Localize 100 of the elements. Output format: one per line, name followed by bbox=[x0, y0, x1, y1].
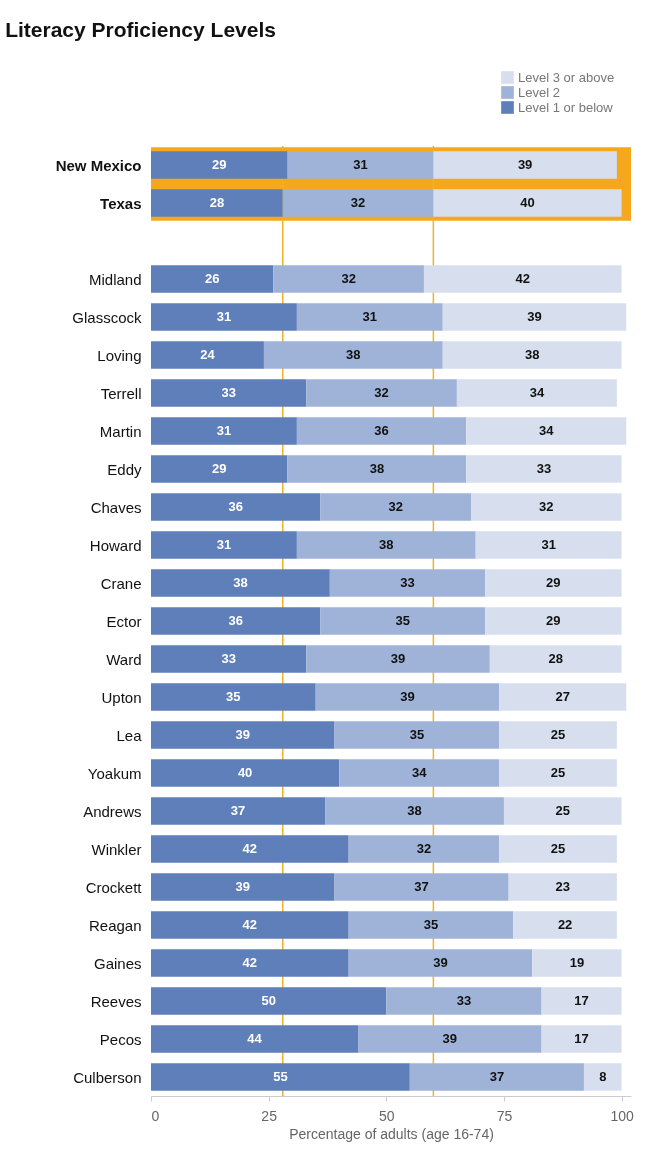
y-tick-label: Pecos bbox=[99, 1030, 142, 1048]
bar bbox=[151, 189, 283, 217]
data-label: 40 bbox=[237, 765, 253, 780]
y-tick-label: Chaves bbox=[90, 498, 142, 516]
legend-label: Level 2 bbox=[518, 84, 560, 100]
bar bbox=[499, 683, 627, 711]
bar bbox=[433, 189, 622, 217]
bar bbox=[456, 379, 617, 407]
bar bbox=[583, 1063, 622, 1091]
bar bbox=[475, 531, 622, 559]
bar bbox=[287, 455, 467, 483]
data-label: 55 bbox=[273, 1069, 288, 1084]
data-label: 25 bbox=[550, 765, 566, 780]
data-label: 8 bbox=[599, 1069, 607, 1084]
bar bbox=[151, 987, 387, 1015]
y-tick-label: Culberson bbox=[73, 1068, 142, 1086]
bar bbox=[151, 455, 288, 483]
data-label: 31 bbox=[216, 309, 232, 324]
data-label: 42 bbox=[242, 841, 258, 856]
bar bbox=[151, 683, 316, 711]
y-tick-label: Martin bbox=[99, 422, 142, 440]
y-tick-label: Eddy bbox=[107, 460, 142, 478]
data-label: 42 bbox=[242, 955, 258, 970]
y-tick-label: New Mexico bbox=[55, 156, 142, 174]
data-label: 29 bbox=[546, 575, 561, 590]
y-tick-label: Howard bbox=[89, 536, 142, 554]
data-label: 32 bbox=[350, 195, 366, 210]
bar bbox=[296, 531, 476, 559]
bar bbox=[151, 835, 349, 863]
data-label: 37 bbox=[489, 1069, 505, 1084]
data-label: 29 bbox=[212, 157, 227, 172]
data-label: 36 bbox=[228, 613, 243, 628]
bar bbox=[433, 151, 617, 179]
y-tick-label: Crockett bbox=[85, 878, 143, 896]
bar bbox=[541, 1025, 622, 1053]
data-label: 35 bbox=[423, 917, 439, 932]
y-tick-label: Texas bbox=[100, 194, 142, 212]
bar bbox=[151, 721, 335, 749]
data-label: 37 bbox=[230, 803, 246, 818]
data-label: 38 bbox=[369, 461, 385, 476]
bar bbox=[348, 835, 500, 863]
bar bbox=[423, 265, 622, 293]
data-label: 40 bbox=[520, 195, 535, 210]
bar bbox=[348, 911, 514, 939]
bar bbox=[151, 151, 288, 179]
x-tick-label: 50 bbox=[379, 1107, 395, 1124]
data-label: 34 bbox=[412, 765, 428, 780]
bar bbox=[499, 721, 617, 749]
data-label: 35 bbox=[226, 689, 241, 704]
bar bbox=[320, 493, 471, 521]
bar bbox=[471, 493, 622, 521]
data-label: 39 bbox=[442, 1031, 458, 1046]
y-tick-label: Gaines bbox=[93, 954, 142, 972]
data-label: 42 bbox=[515, 271, 530, 286]
x-axis-title: Percentage of adults (age 16-74) bbox=[289, 1125, 494, 1142]
data-label: 22 bbox=[557, 917, 573, 932]
data-label: 38 bbox=[407, 803, 422, 818]
bar bbox=[151, 569, 330, 597]
y-tick-label: Terrell bbox=[100, 384, 142, 402]
data-label: 31 bbox=[216, 423, 232, 438]
data-label: 27 bbox=[555, 689, 570, 704]
data-label: 35 bbox=[409, 727, 425, 742]
bar bbox=[151, 797, 326, 825]
data-label: 38 bbox=[524, 347, 540, 362]
bar bbox=[499, 759, 617, 787]
bar bbox=[339, 759, 500, 787]
data-label: 39 bbox=[517, 157, 533, 172]
bar bbox=[306, 645, 490, 673]
x-tick-label: 100 bbox=[610, 1107, 634, 1124]
data-label: 23 bbox=[555, 879, 570, 894]
bar bbox=[151, 265, 274, 293]
data-label: 31 bbox=[353, 157, 368, 172]
data-label: 39 bbox=[235, 727, 250, 742]
data-label: 38 bbox=[233, 575, 248, 590]
chart-title: Literacy Proficiency Levels bbox=[5, 18, 276, 41]
data-label: 17 bbox=[574, 1031, 589, 1046]
data-label: 32 bbox=[416, 841, 432, 856]
data-label: 25 bbox=[550, 841, 566, 856]
bar bbox=[508, 873, 617, 901]
data-label: 39 bbox=[235, 879, 250, 894]
bar bbox=[466, 455, 622, 483]
data-label: 50 bbox=[261, 993, 276, 1008]
data-label: 19 bbox=[569, 955, 585, 970]
bar bbox=[485, 607, 622, 635]
data-label: 39 bbox=[390, 651, 406, 666]
legend-label: Level 1 or below bbox=[518, 99, 614, 115]
data-label: 35 bbox=[395, 613, 410, 628]
bar bbox=[151, 303, 297, 331]
y-tick-label: Yoakum bbox=[87, 764, 142, 782]
y-tick-label: Upton bbox=[101, 688, 142, 706]
data-label: 38 bbox=[346, 347, 361, 362]
bar bbox=[442, 341, 622, 369]
data-label: 31 bbox=[216, 537, 232, 552]
y-tick-label: Reeves bbox=[90, 992, 142, 1010]
data-label: 25 bbox=[555, 803, 570, 818]
data-label: 33 bbox=[400, 575, 415, 590]
bar bbox=[282, 189, 434, 217]
data-label: 38 bbox=[379, 537, 394, 552]
x-tick-label: 75 bbox=[496, 1107, 513, 1124]
data-label: 32 bbox=[341, 271, 356, 286]
